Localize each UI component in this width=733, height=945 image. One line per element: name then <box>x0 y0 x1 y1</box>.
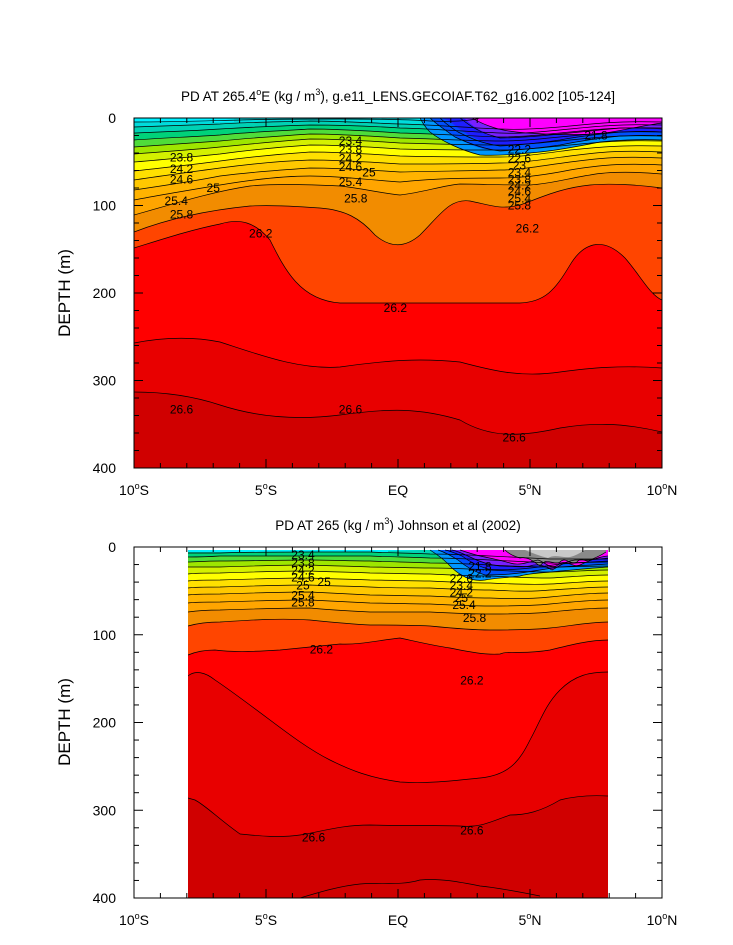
panel-bottom-ylabel: DEPTH (m) <box>55 678 74 766</box>
contour-label: 26.6 <box>502 430 526 444</box>
contour-label: 23.4 <box>291 548 315 562</box>
contour-label: 24.6 <box>508 185 532 199</box>
contour-label: 25.8 <box>463 611 487 625</box>
panel-top-xtick-label: 10oS <box>119 481 149 498</box>
contour-label: 24.6 <box>170 172 194 186</box>
contour-lines <box>134 118 662 435</box>
contour-label: 25 <box>207 181 221 195</box>
contour-label: 24.2 <box>508 178 532 192</box>
contour-label: 25 <box>296 579 310 593</box>
contour-label: 23.8 <box>508 172 532 186</box>
panel-bottom-xtick-label: 10oS <box>119 911 149 928</box>
contour-label: 26.2 <box>310 643 334 657</box>
contour-label: 25.4 <box>291 588 315 602</box>
panel-top-xtick-label: 5oS <box>255 481 277 498</box>
contour-label: 26.6 <box>339 402 363 416</box>
contour-label: 23.4 <box>450 579 474 593</box>
panel-top-xtick-label: 10oN <box>647 481 678 498</box>
panel-bottom-contour-labels: 23.423.824.224.6 252525.425.821.822.222.6… <box>291 548 492 845</box>
panel-top: PD AT 265.4oE (kg / m3), g.e11_LENS.GECO… <box>55 87 677 498</box>
contour-label: 21.8 <box>468 559 492 573</box>
contour-label: 26.6 <box>170 402 194 416</box>
contour-label: 22.6 <box>450 572 474 586</box>
contour-label: 26.2 <box>384 301 408 315</box>
contour-label: 25.4 <box>452 598 476 612</box>
contour-label: 25.8 <box>170 207 194 221</box>
panel-top-ytick-label: 0 <box>108 110 116 126</box>
no-data-left <box>135 548 188 897</box>
contour-label: 26.6 <box>302 830 326 844</box>
contour-label: 26.2 <box>516 221 540 235</box>
panel-top-title: PD AT 265.4oE (kg / m3), g.e11_LENS.GECO… <box>181 87 615 104</box>
contour-label: 26.2 <box>460 673 484 687</box>
contour-label: 25.4 <box>508 192 532 206</box>
panel-top-field: 23.4 21.823.823.824.224.224.624.6252525.4… <box>134 118 662 468</box>
contour-label: 23.4 <box>508 165 532 179</box>
no-data-right <box>608 548 661 897</box>
contour-label: 25 <box>455 591 469 605</box>
panel-bottom: PD AT 265 (kg / m3) Johnson et al (2002) <box>55 516 677 928</box>
band-surface <box>134 118 234 122</box>
contour-label: 26.2 <box>249 227 273 241</box>
contour-label: 21.8 <box>584 129 608 143</box>
contour-label: 25.8 <box>508 199 532 213</box>
panel-bottom-xtick-label: 10oN <box>647 911 678 928</box>
panel-top-ytick-label: 100 <box>93 198 117 214</box>
panel-top-contour-labels: 23.4 21.823.823.824.224.224.624.6252525.4… <box>165 129 608 445</box>
contour-label: 26.6 <box>460 823 484 837</box>
band-surface <box>188 550 388 552</box>
panel-top-ytick-label: 400 <box>93 460 117 476</box>
panel-bottom-xtick-label: 5oS <box>255 911 277 928</box>
contour-label: 24.2 <box>450 586 474 600</box>
contour-label: 22.2 <box>468 566 492 580</box>
contour-label: 25.4 <box>165 194 189 208</box>
contour-label: 25 <box>362 165 376 179</box>
contour-label: 24.6 <box>291 571 315 585</box>
contour-label: 24.2 <box>170 162 194 176</box>
contour-label: 25.8 <box>291 595 315 609</box>
contour-label: 23.8 <box>339 143 363 157</box>
panel-bottom-ytick-label: 200 <box>93 715 117 731</box>
contour-label: 22.2 <box>508 143 532 157</box>
panel-top-xtick-label: 5oN <box>519 481 542 498</box>
panel-bottom-field: 23.423.824.224.6 252525.425.821.822.222.6… <box>187 548 609 898</box>
band-north-lightgray <box>525 550 585 558</box>
contour-label: 23.8 <box>170 150 194 164</box>
panel-bottom-xtick-label: 5oN <box>519 911 542 928</box>
contour-label: 25 <box>317 575 331 589</box>
contour-label: 24.2 <box>291 564 315 578</box>
panel-top-xtick-label: EQ <box>388 482 408 498</box>
panel-bottom-xtick-label: EQ <box>388 912 408 928</box>
panel-bottom-title: PD AT 265 (kg / m3) Johnson et al (2002) <box>275 516 520 533</box>
panel-top-ytick-label: 300 <box>93 373 117 389</box>
contour-label: 23.8 <box>291 556 315 570</box>
contour-label: 22.6 <box>508 151 532 165</box>
panel-bottom-ytick-label: 100 <box>93 627 117 643</box>
panel-bottom-ytick-label: 0 <box>108 539 116 555</box>
panel-top-ytick-label: 200 <box>93 285 117 301</box>
contour-label: 23.4 <box>339 134 363 148</box>
contour-label: 24.6 <box>339 160 363 174</box>
contour-label: 23 <box>513 158 527 172</box>
panel-bottom-ytick-label: 400 <box>93 890 117 906</box>
contour-lines <box>187 549 609 898</box>
contour-label: 25.4 <box>339 175 363 189</box>
panel-top-ylabel: DEPTH (m) <box>55 249 74 337</box>
panel-bottom-ytick-label: 300 <box>93 802 117 818</box>
contour-label: 25.8 <box>344 192 368 206</box>
contour-label: 24.2 <box>339 151 363 165</box>
